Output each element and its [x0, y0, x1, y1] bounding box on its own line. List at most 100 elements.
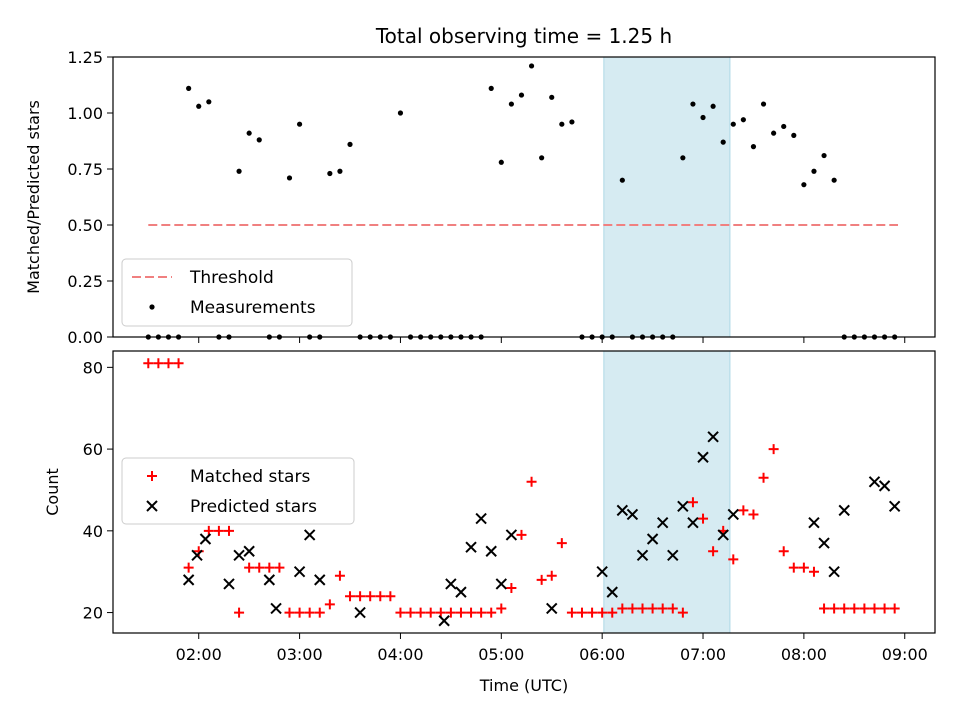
matched-star-point	[445, 607, 456, 618]
predicted-star-point	[438, 615, 450, 627]
measurement-point	[771, 130, 777, 136]
matched-star-point	[254, 562, 265, 573]
predicted-star-point	[888, 500, 901, 513]
matched-star-point	[597, 607, 608, 618]
top-panel: 0.00 0.25 0.50 0.75 1.00 1.25 Threshold Measure…	[67, 48, 936, 347]
matched-star-point	[153, 358, 164, 369]
x-tick-label: 08:00	[781, 645, 827, 664]
predicted-star-point	[838, 504, 850, 517]
bottom-y-tick-label: 80	[83, 358, 103, 377]
predicted-star-point	[626, 508, 639, 521]
measurement-point	[528, 63, 535, 69]
matched-star-point	[294, 607, 305, 618]
matched-star-point	[415, 607, 426, 618]
matched-star-point	[385, 591, 396, 602]
predicted-star-point	[182, 574, 195, 586]
matched-star-point	[587, 607, 598, 618]
matched-star-point	[476, 607, 487, 618]
measurement-point	[518, 92, 525, 98]
measurement-point	[680, 155, 686, 161]
matched-star-point	[496, 603, 507, 614]
matched-star-point	[677, 607, 688, 618]
measurement-point	[508, 101, 514, 107]
bottom-y-tick-label: 60	[83, 440, 103, 459]
matched-star-point	[516, 529, 527, 540]
predicted-star-point	[546, 602, 558, 615]
predicted-star-point	[667, 549, 679, 562]
legend-threshold-label: Threshold	[189, 268, 274, 288]
matched-star-point	[627, 603, 638, 614]
matched-star-point	[324, 599, 335, 610]
matched-star-point	[788, 562, 799, 573]
top-highlight-span	[603, 56, 731, 338]
measurement-point	[327, 170, 333, 177]
measurement-point	[811, 168, 817, 174]
matched-star-point	[536, 574, 547, 585]
matched-star-point	[506, 583, 517, 594]
legend-predicted-swatch	[146, 500, 158, 512]
matched-star-point	[576, 607, 587, 618]
top-y-tick-label: 0.75	[67, 160, 103, 179]
predicted-star-point	[354, 606, 366, 619]
measurement-point	[246, 130, 252, 136]
top-y-tick-label: 0.00	[67, 328, 103, 347]
matched-star-point	[486, 607, 497, 618]
measurement-point	[498, 159, 504, 165]
predicted-star-point	[495, 578, 508, 590]
measurement-point	[347, 141, 353, 147]
predicted-star-point	[475, 512, 487, 525]
matched-star-point	[617, 603, 628, 614]
predicted-star-point	[717, 529, 729, 541]
measurement-point	[791, 132, 797, 138]
predicted-star-point	[505, 529, 518, 541]
measurement-point	[569, 119, 575, 125]
matched-star-point	[365, 591, 376, 602]
predicted-star-point	[455, 586, 467, 598]
measurement-point	[559, 121, 565, 127]
matched-star-point	[234, 607, 245, 618]
matched-star-point	[808, 566, 819, 577]
x-tick-label: 04:00	[377, 645, 423, 664]
matched-star-point	[708, 546, 719, 557]
predicted-star-point	[270, 602, 282, 615]
matched-star-point	[183, 562, 194, 573]
matched-star-point	[566, 607, 577, 618]
x-tick-label: 05:00	[478, 645, 524, 664]
measurement-point	[801, 182, 807, 188]
measurement-point	[296, 121, 303, 127]
predicted-star-point	[687, 516, 699, 529]
matched-star-point	[667, 603, 678, 614]
matched-star-point	[889, 603, 900, 614]
measurement-point	[549, 94, 555, 100]
measurement-point	[831, 177, 837, 183]
measurement-point	[690, 101, 696, 107]
matched-star-point	[526, 476, 537, 487]
predicted-star-point	[445, 578, 457, 590]
matched-star-point	[556, 538, 567, 549]
matched-star-point	[869, 603, 880, 614]
measurement-point	[256, 137, 262, 143]
predicted-star-point	[616, 504, 629, 517]
matched-star-point	[163, 358, 174, 369]
measurement-point	[337, 168, 343, 174]
matched-star-point	[758, 472, 769, 483]
predicted-star-point	[465, 541, 477, 553]
x-tick-label: 09:00	[882, 645, 928, 664]
predicted-star-point	[808, 516, 820, 529]
matched-star-point	[859, 603, 870, 614]
matched-star-point	[728, 554, 739, 565]
measurement-point	[286, 175, 293, 181]
legend-measurements-swatch	[149, 304, 155, 310]
predicted-star-point	[697, 451, 709, 463]
matched-star-point	[879, 603, 890, 614]
predicted-star-point	[191, 549, 203, 562]
measurement-point	[196, 103, 202, 109]
predicted-star-point	[243, 545, 255, 557]
matched-star-point	[829, 603, 840, 614]
measurement-point	[720, 139, 726, 145]
measurement-point	[700, 114, 706, 121]
measurement-point	[740, 117, 746, 123]
x-tick-label: 02:00	[176, 645, 222, 664]
predicted-star-point	[314, 574, 326, 586]
predicted-star-point	[263, 574, 276, 586]
